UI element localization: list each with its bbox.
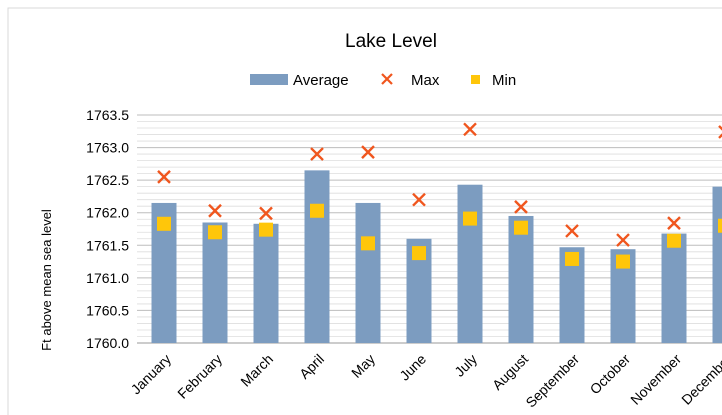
y-tick-label: 1760.0 [86,335,129,351]
marker-max-september [565,224,579,238]
bar-average-november [661,233,687,343]
legend-item-min: Min [471,72,516,89]
legend: Average Max Min [250,72,516,89]
marker-max-april [310,147,324,161]
legend-label-average: Average [293,72,349,89]
legend-item-average: Average [250,72,349,89]
marker-max-october [616,233,630,247]
marker-min-may [361,236,375,251]
legend-swatch-min [471,75,480,84]
marker-max-december [718,125,722,139]
legend-label-min: Min [492,72,516,89]
marker-max-august [514,200,528,214]
marker-series [157,122,722,269]
marker-min-february [208,225,222,240]
chart-title: Lake Level [345,31,437,52]
bar-average-april [304,170,330,343]
marker-max-july [463,122,477,137]
marker-max-february [208,203,222,218]
marker-min-september [565,251,579,266]
marker-min-january [157,216,171,231]
bar-average-february [202,222,228,343]
bar-average-march [253,223,279,343]
bar-average-july [457,184,483,343]
y-tick-label: 1760.5 [86,302,129,318]
marker-max-january [157,170,171,184]
bar-series [151,170,722,343]
marker-min-december [718,218,722,233]
marker-min-july [463,211,477,226]
y-tick-label: 1762.0 [86,205,129,221]
bar-average-may [355,202,381,343]
y-tick-label: 1763.0 [86,140,129,156]
marker-max-june [412,192,426,207]
marker-min-march [259,222,273,237]
legend-swatch-max [381,73,393,85]
marker-max-march [259,206,273,221]
legend-label-max: Max [411,72,440,89]
marker-min-june [412,246,426,261]
y-axis-ticks: 1760.0 1760.5 1761.0 1761.5 1762.0 1762.5 1763… [86,107,129,351]
legend-swatch-average [250,74,288,85]
marker-min-november [667,233,681,248]
y-axis-label: Ft above mean sea level [39,209,54,351]
y-tick-label: 1763.5 [86,107,129,123]
marker-max-may [361,145,375,159]
y-tick-label: 1761.0 [86,270,129,286]
marker-min-april [310,203,324,218]
y-tick-label: 1762.5 [86,172,129,188]
legend-item-max: Max [381,72,440,89]
y-tick-label: 1761.5 [86,237,129,253]
marker-max-november [667,216,681,230]
bar-average-december [712,186,722,343]
bar-average-august [508,215,534,343]
marker-min-october [616,254,630,269]
marker-min-august [514,220,528,235]
